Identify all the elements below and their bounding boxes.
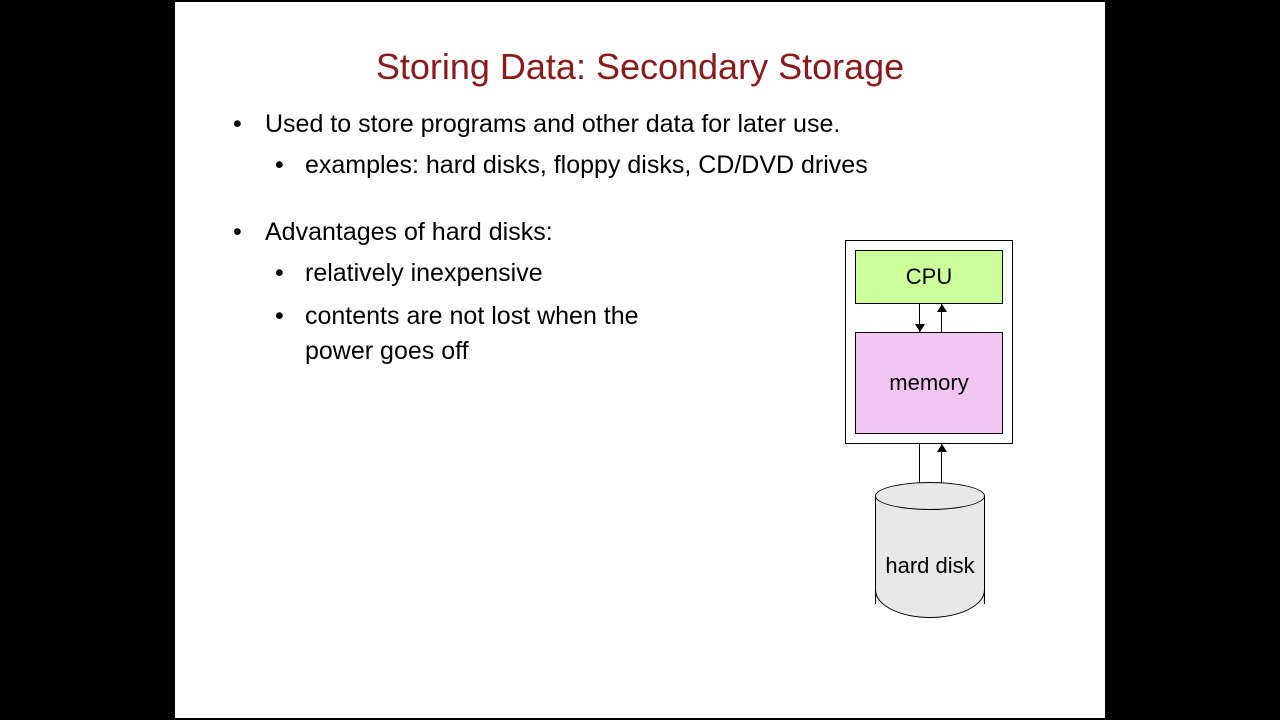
arrow-head-up-icon: [937, 444, 947, 452]
memory-box-label: memory: [889, 370, 968, 396]
bullet-item: contents are not lost when the power goe…: [231, 299, 705, 369]
architecture-diagram: CPU memory hard disk: [845, 240, 1025, 630]
slide: Storing Data: Secondary Storage Used to …: [175, 2, 1105, 718]
bullet-item: examples: hard disks, floppy disks, CD/D…: [231, 148, 1065, 183]
slide-title: Storing Data: Secondary Storage: [175, 46, 1105, 88]
arrow-head-down-icon: [915, 324, 925, 332]
memory-box: memory: [855, 332, 1003, 434]
hard-disk-label: hard disk: [875, 553, 985, 579]
arrow-head-up-icon: [937, 304, 947, 312]
hard-disk-cylinder: hard disk: [875, 482, 985, 618]
bullet-item: Used to store programs and other data fo…: [231, 107, 1065, 142]
cpu-box: CPU: [855, 250, 1003, 304]
cpu-box-label: CPU: [906, 264, 952, 290]
